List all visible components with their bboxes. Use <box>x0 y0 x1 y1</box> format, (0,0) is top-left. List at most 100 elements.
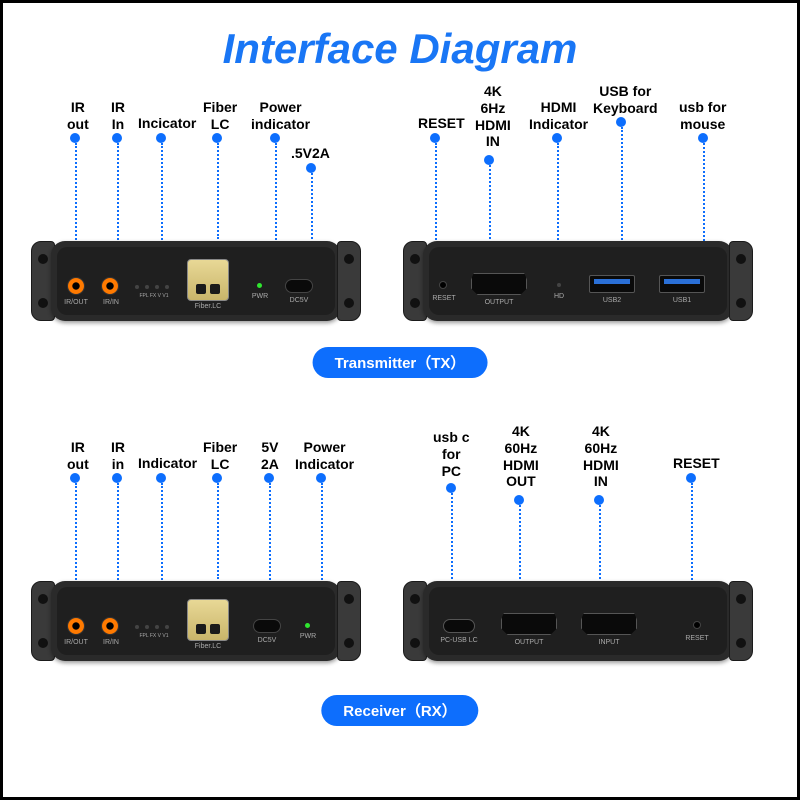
callout-line <box>161 483 163 595</box>
usb2-port <box>589 275 635 293</box>
port-label: DC5V <box>251 637 283 644</box>
callout-dot <box>594 495 604 505</box>
callout-dot <box>112 133 122 143</box>
callout-dot <box>212 473 222 483</box>
callout-label: IR In <box>111 99 125 133</box>
port-label: INPUT <box>589 639 629 646</box>
hd-indicator-led <box>557 283 561 287</box>
port-label: PC-USB LC <box>435 637 483 644</box>
callout-line <box>117 143 119 255</box>
rx-front-device: IR/OUT IR/IN FPL FX V V1 Fiber.LC DC5V P… <box>51 581 341 661</box>
port-label: Fiber.LC <box>187 643 229 650</box>
hdmi-out-port <box>471 273 527 295</box>
device-bracket <box>729 241 753 321</box>
callout-label: Power Indicator <box>295 439 354 473</box>
callout-dot <box>212 133 222 143</box>
hdmi-out-port <box>501 613 557 635</box>
callout-dot <box>70 133 80 143</box>
port-label: OUTPUT <box>477 299 521 306</box>
callout-dot <box>616 117 626 127</box>
callout-dot <box>446 483 456 493</box>
port-label: PWR <box>297 633 319 640</box>
dc5v-port <box>285 279 313 293</box>
ir-out-jack <box>67 277 85 295</box>
dc5v-port <box>253 619 281 633</box>
callout-label: RESET <box>418 115 465 132</box>
port-label: USB2 <box>595 297 629 304</box>
callout-dot <box>552 133 562 143</box>
callout-dot <box>306 163 316 173</box>
callout-dot <box>430 133 440 143</box>
callout-line <box>217 483 219 579</box>
port-label: RESET <box>683 635 711 642</box>
tx-front-device: IR/OUT IR/IN FPL FX V V1 Fiber.LC PWR DC… <box>51 241 341 321</box>
callout-line <box>117 483 119 595</box>
port-label: IR/OUT <box>61 639 91 646</box>
callout-label: 5V 2A <box>261 439 279 473</box>
usb1-port <box>659 275 705 293</box>
callout-label: Fiber LC <box>203 439 237 473</box>
tx-badge: Transmitter（TX） <box>313 347 488 378</box>
rx-section: IR outIR inIndicatorFiber LC5V 2APower I… <box>3 439 797 739</box>
power-led <box>257 283 262 288</box>
callout-dot <box>686 473 696 483</box>
callout-dot <box>70 473 80 483</box>
callout-label: usb c for PC <box>433 429 470 479</box>
ir-in-jack <box>101 277 119 295</box>
callout-dot <box>514 495 524 505</box>
callout-label: 4K 6Hz HDMI IN <box>475 83 511 150</box>
callout-line <box>217 143 219 239</box>
callout-line <box>75 143 77 255</box>
callout-line <box>321 483 323 595</box>
rx-back-device: PC-USB LC OUTPUT INPUT RESET <box>423 581 733 661</box>
port-label: RESET <box>431 295 457 302</box>
device-bracket <box>337 241 361 321</box>
port-label: DC5V <box>283 297 315 304</box>
callout-label: IR out <box>67 99 89 133</box>
pc-usb-c-port <box>443 619 475 633</box>
page-title: Interface Diagram <box>3 3 797 73</box>
ir-in-jack <box>101 617 119 635</box>
callout-label: Power indicator <box>251 99 310 133</box>
port-label: HD <box>551 293 567 300</box>
callout-label: 4K 60Hz HDMI OUT <box>503 423 539 490</box>
tx-back-device: RESET OUTPUT HD USB2 USB1 <box>423 241 733 321</box>
callout-line <box>269 483 271 595</box>
callout-line <box>161 143 163 255</box>
callout-dot <box>156 133 166 143</box>
port-label: PWR <box>249 293 271 300</box>
callout-label: IR out <box>67 439 89 473</box>
reset-hole <box>439 281 447 289</box>
reset-hole <box>693 621 701 629</box>
port-label: IR/IN <box>97 299 125 306</box>
callout-label: IR in <box>111 439 125 473</box>
callout-dot <box>264 473 274 483</box>
callout-label: Fiber LC <box>203 99 237 133</box>
port-label: USB1 <box>665 297 699 304</box>
port-label: IR/IN <box>97 639 125 646</box>
callout-label: HDMI Indicator <box>529 99 588 133</box>
port-label: OUTPUT <box>507 639 551 646</box>
hdmi-in-port <box>581 613 637 635</box>
fiber-lc-port <box>187 259 229 301</box>
port-label: FPL FX V V1 <box>129 293 179 299</box>
callout-line <box>75 483 77 595</box>
callout-dot <box>316 473 326 483</box>
callout-line <box>275 143 277 255</box>
port-label: Fiber.LC <box>187 303 229 310</box>
callout-line <box>451 493 453 595</box>
callout-label: .5V2A <box>291 145 330 162</box>
port-label: IR/OUT <box>61 299 91 306</box>
callout-label: USB for Keyboard <box>593 83 658 117</box>
power-led <box>305 623 310 628</box>
device-bracket <box>337 581 361 661</box>
port-label: FPL FX V V1 <box>129 633 179 639</box>
callout-label: 4K 60Hz HDMI IN <box>583 423 619 490</box>
callout-label: Incicator <box>138 115 196 132</box>
callout-label: RESET <box>673 455 720 472</box>
callout-dot <box>270 133 280 143</box>
rx-badge: Receiver（RX） <box>321 695 478 726</box>
callout-dot <box>698 133 708 143</box>
device-bracket <box>729 581 753 661</box>
callout-dot <box>112 473 122 483</box>
